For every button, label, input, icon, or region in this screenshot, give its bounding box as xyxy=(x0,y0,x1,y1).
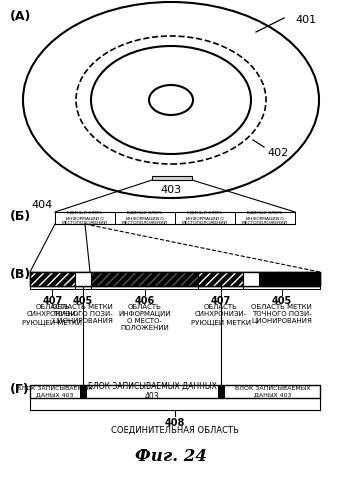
Bar xyxy=(30,385,320,398)
Text: 407: 407 xyxy=(210,296,231,306)
Bar xyxy=(243,272,259,286)
Text: (Г): (Г) xyxy=(10,383,30,396)
Text: 401: 401 xyxy=(295,15,316,25)
Bar xyxy=(80,385,87,398)
Text: 402: 402 xyxy=(267,148,288,158)
Ellipse shape xyxy=(149,85,193,115)
Ellipse shape xyxy=(92,47,250,153)
Text: ОБЛАСТЬ
СИНХРОНИЗИ-
РУЮЩЕЙ МЕТКИ: ОБЛАСТЬ СИНХРОНИЗИ- РУЮЩЕЙ МЕТКИ xyxy=(23,304,83,326)
Bar xyxy=(30,272,75,286)
Text: ОБЛАСТЬ
ИНФОРМАЦИИ
О МЕСТО-
ПОЛОЖЕНИИ: ОБЛАСТЬ ИНФОРМАЦИИ О МЕСТО- ПОЛОЖЕНИИ xyxy=(118,304,171,331)
Text: 404: 404 xyxy=(32,200,53,210)
Text: 405: 405 xyxy=(73,296,93,306)
Bar xyxy=(75,272,91,286)
Text: БЛОК ЗАПИСЫВАЕМЫХ ДАННЫХ
403: БЛОК ЗАПИСЫВАЕМЫХ ДАННЫХ 403 xyxy=(88,382,217,401)
Bar xyxy=(30,272,320,286)
Text: БЛОК ЗАПИСЫВАЕМЫХ
ДАНЫХ 403: БЛОК ЗАПИСЫВАЕМЫХ ДАНЫХ 403 xyxy=(17,386,93,397)
Text: ОБЛАСТЬ МЕТКИ
ТОЧНОГО ПОЗИ-
ЦИОНИРОВАНИЯ: ОБЛАСТЬ МЕТКИ ТОЧНОГО ПОЗИ- ЦИОНИРОВАНИЯ xyxy=(251,304,312,324)
Text: 407: 407 xyxy=(42,296,63,306)
Text: ОБЛАСТЬ
СИНХРОНИЗИ-
РУЮЩЕЙ МЕТКИ: ОБЛАСТЬ СИНХРОНИЗИ- РУЮЩЕЙ МЕТКИ xyxy=(191,304,251,326)
Text: 408: 408 xyxy=(165,418,185,428)
Text: (В): (В) xyxy=(10,268,31,281)
Text: 403: 403 xyxy=(160,185,181,195)
Text: СОЕДИНИТЕЛЬНАЯ ОБЛАСТЬ: СОЕДИНИТЕЛЬНАЯ ОБЛАСТЬ xyxy=(111,426,239,435)
Bar xyxy=(30,272,320,286)
Text: ЕДИНЫЙ ЭЛЕМ-
ИНФОРМАЦИИ О
МЕСТОПОЛОЖЕНИИ: ЕДИНЫЙ ЭЛЕМ- ИНФОРМАЦИИ О МЕСТОПОЛОЖЕНИИ xyxy=(122,211,168,225)
Bar xyxy=(198,272,243,286)
Text: ЕДИНЫЙ ЭЛЕМ-
ИНФОРМАЦИИ О
МЕСТОПОЛОЖЕНИИ: ЕДИНЫЙ ЭЛЕМ- ИНФОРМАЦИИ О МЕСТОПОЛОЖЕНИИ xyxy=(242,211,288,225)
Bar xyxy=(218,385,225,398)
Bar xyxy=(152,176,192,180)
Text: Фиг. 24: Фиг. 24 xyxy=(135,448,207,465)
Bar xyxy=(91,272,198,286)
Text: 405: 405 xyxy=(271,296,292,306)
Text: 406: 406 xyxy=(134,296,155,306)
Text: (Б): (Б) xyxy=(10,210,31,223)
Text: ЕДИНЫЙ ЭЛЕМ-
ИНФОРМАЦИИ О
МЕСТОПОЛОЖЕНИИ: ЕДИНЫЙ ЭЛЕМ- ИНФОРМАЦИИ О МЕСТОПОЛОЖЕНИИ xyxy=(62,211,108,225)
Text: БЛОК ЗАПИСЫВАЕМЫХ
ДАНЫХ 403: БЛОК ЗАПИСЫВАЕМЫХ ДАНЫХ 403 xyxy=(235,386,310,397)
Text: (А): (А) xyxy=(10,10,31,23)
Text: ЕДИНЫЙ ЭЛЕМ-
ИНФОРМАЦИИ О
МЕСТОПОЛОЖЕНИИ: ЕДИНЫЙ ЭЛЕМ- ИНФОРМАЦИИ О МЕСТОПОЛОЖЕНИИ xyxy=(182,211,228,225)
Text: ОБЛАСТЬ МЕТКИ
ТОЧНОГО ПОЗИ-
ЦИОНИРОВАНИЯ: ОБЛАСТЬ МЕТКИ ТОЧНОГО ПОЗИ- ЦИОНИРОВАНИЯ xyxy=(53,304,113,324)
